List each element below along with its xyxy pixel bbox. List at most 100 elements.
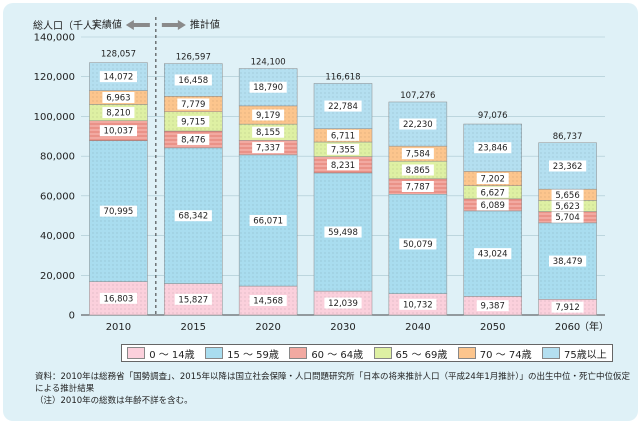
data-label-bg bbox=[476, 186, 509, 198]
data-label-bg bbox=[327, 143, 359, 155]
data-label: 9,179 bbox=[256, 111, 280, 121]
data-label-bg bbox=[551, 211, 584, 223]
data-label: 7,584 bbox=[406, 150, 430, 160]
data-label-bg bbox=[399, 298, 437, 310]
source-note: 資料：2010年は総務省「国勢調査」、2015年以降は国立社会保障・人口問題研究… bbox=[35, 372, 630, 394]
data-label: 5,704 bbox=[555, 213, 579, 223]
legend-item: 60 ～ 64歳 bbox=[289, 346, 363, 361]
data-label-bg bbox=[177, 115, 210, 127]
legend-label: 75歳以上 bbox=[564, 349, 607, 361]
data-label-bg bbox=[99, 71, 138, 83]
data-label-bg bbox=[327, 129, 359, 141]
data-label-bg bbox=[102, 107, 135, 119]
y-tick-label: 100,000 bbox=[34, 112, 75, 123]
data-label-bg bbox=[551, 200, 584, 212]
data-label: 43,024 bbox=[478, 250, 508, 260]
data-label: 12,039 bbox=[328, 299, 358, 309]
data-label-bg bbox=[401, 164, 434, 176]
legend-item: 0 ～ 14歳 bbox=[127, 346, 195, 361]
data-label-bg bbox=[476, 173, 509, 185]
data-label: 50,079 bbox=[403, 240, 433, 250]
data-label-bg bbox=[252, 142, 285, 154]
data-label: 9,715 bbox=[181, 117, 205, 127]
x-tick-label: 2010 bbox=[106, 322, 131, 333]
y-tick-label: 80,000 bbox=[40, 152, 75, 163]
data-label-bg bbox=[174, 210, 212, 222]
data-label: 7,202 bbox=[481, 175, 505, 185]
arrow-right-icon bbox=[161, 20, 186, 30]
legend-label: 0 ～ 14歳 bbox=[149, 349, 195, 361]
data-label-bg bbox=[476, 199, 509, 211]
data-label: 23,362 bbox=[553, 162, 583, 172]
legend-label: 65 ～ 69歳 bbox=[395, 349, 448, 361]
data-label: 22,230 bbox=[403, 120, 433, 130]
y-axis-title: 総人口（千人） bbox=[33, 19, 103, 32]
data-label-bg bbox=[99, 125, 138, 137]
data-label: 7,912 bbox=[555, 303, 579, 313]
legend-item: 70 ～ 74歳 bbox=[457, 346, 532, 361]
header-actual: 実績値 bbox=[92, 18, 122, 31]
data-label: 5,623 bbox=[555, 202, 579, 212]
total-label: 124,100 bbox=[251, 58, 286, 68]
data-label: 22,784 bbox=[328, 102, 358, 112]
data-label: 16,803 bbox=[104, 294, 134, 304]
data-label-bg bbox=[401, 181, 434, 193]
x-tick-label: 2015 bbox=[181, 322, 206, 333]
total-label: 128,057 bbox=[101, 50, 136, 60]
data-label-bg bbox=[327, 159, 359, 171]
data-label-bg bbox=[252, 126, 285, 138]
data-label-bg bbox=[399, 238, 437, 250]
data-label-bg bbox=[249, 214, 287, 226]
data-label: 10,037 bbox=[104, 127, 134, 137]
data-label: 8,231 bbox=[331, 161, 355, 171]
data-label: 6,711 bbox=[331, 131, 355, 141]
legend-label: 15 ～ 59歳 bbox=[227, 349, 279, 361]
y-tick-label: 60,000 bbox=[40, 191, 75, 202]
total-label: 107,276 bbox=[400, 91, 435, 101]
data-label-bg bbox=[551, 189, 584, 201]
legend-swatch bbox=[205, 347, 224, 359]
y-tick-label: 0 bbox=[69, 311, 75, 322]
data-label-bg bbox=[249, 295, 287, 307]
total-label: 86,737 bbox=[553, 132, 583, 142]
data-label: 59,498 bbox=[328, 228, 358, 238]
x-tick-label: 2030 bbox=[330, 322, 355, 333]
data-label: 7,355 bbox=[331, 145, 355, 155]
chart-panel: 16,803 70,995 10,037 8,210 6,963 14,072 128,05… bbox=[3, 3, 638, 421]
data-label-bg bbox=[551, 301, 584, 313]
data-label: 7,779 bbox=[181, 100, 205, 110]
legend-item: 65 ～ 69歳 bbox=[373, 346, 448, 361]
data-label: 38,479 bbox=[553, 257, 583, 267]
data-label: 10,732 bbox=[403, 300, 433, 310]
data-label: 14,072 bbox=[104, 73, 134, 83]
data-label-bg bbox=[99, 205, 138, 217]
bars: 16,803 70,995 10,037 8,210 6,963 14,072 128,05… bbox=[89, 50, 597, 316]
data-label-bg bbox=[177, 98, 210, 110]
data-label: 68,342 bbox=[178, 212, 208, 222]
header-projected: 推計値 bbox=[190, 18, 220, 31]
data-label-bg bbox=[174, 293, 212, 305]
total-label: 126,597 bbox=[176, 53, 211, 63]
data-label: 6,963 bbox=[106, 94, 130, 104]
data-label-bg bbox=[474, 142, 512, 154]
legend-item: 15 ～ 59歳 bbox=[205, 346, 279, 361]
legend-swatch bbox=[289, 347, 308, 359]
x-ticks: 2010 2015 2020 2030 2040 2050 2060 bbox=[106, 322, 581, 333]
data-label: 8,155 bbox=[256, 128, 280, 138]
data-label-bg bbox=[548, 255, 587, 267]
footnote: （注）2010年の総数は年齢不詳を含む。 bbox=[35, 396, 193, 406]
y-tick-label: 40,000 bbox=[40, 231, 75, 242]
y-tick-label: 20,000 bbox=[40, 271, 75, 282]
x-axis-unit: （年） bbox=[579, 320, 609, 333]
data-label: 7,337 bbox=[256, 144, 280, 154]
data-label: 70,995 bbox=[104, 207, 134, 217]
data-label: 18,790 bbox=[253, 83, 283, 93]
x-tick-label: 2040 bbox=[405, 322, 430, 333]
data-label: 6,627 bbox=[481, 188, 505, 198]
legend-item: 75歳以上 bbox=[542, 346, 607, 361]
data-label: 8,476 bbox=[181, 135, 205, 145]
total-label: 116,618 bbox=[325, 72, 360, 82]
data-label-bg bbox=[99, 292, 138, 304]
x-tick-label: 2050 bbox=[480, 322, 505, 333]
data-label: 5,656 bbox=[555, 191, 579, 201]
